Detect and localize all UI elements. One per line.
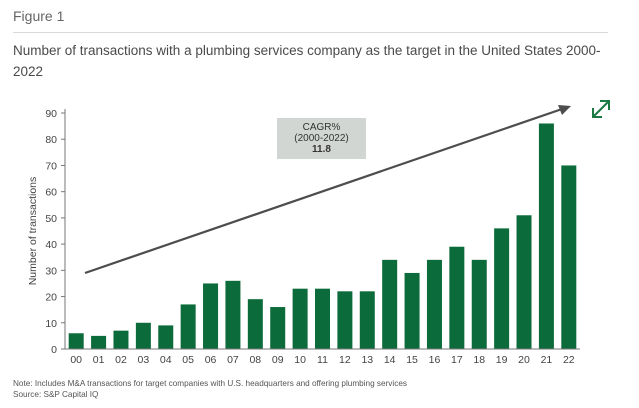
expand-arrows-icon[interactable] <box>589 97 613 121</box>
bar <box>538 123 554 349</box>
x-tick-label: 19 <box>496 354 508 366</box>
trend-line <box>84 106 566 275</box>
x-tick-label: 12 <box>339 354 351 366</box>
trend-arrow <box>84 105 571 275</box>
x-tick-label: 09 <box>272 354 284 366</box>
y-tick-label: 70 <box>45 160 57 172</box>
bar <box>225 280 241 349</box>
y-tick-label: 80 <box>45 134 57 146</box>
x-tick-label: 10 <box>294 354 306 366</box>
source-text: Source: S&P Capital IQ <box>13 389 99 399</box>
bar <box>113 330 129 349</box>
y-axis-label: Number of transactions <box>27 177 39 286</box>
x-tick-label: 04 <box>160 354 172 366</box>
bar <box>449 246 465 349</box>
bar <box>135 322 151 349</box>
divider <box>13 32 608 33</box>
cagr-title: CAGR% <box>302 122 341 133</box>
bar <box>203 283 219 349</box>
bar <box>337 291 353 349</box>
bar <box>270 307 286 349</box>
x-tick-label: 05 <box>182 354 194 366</box>
x-tick-label: 08 <box>249 354 261 366</box>
bar <box>494 228 510 349</box>
y-tick-label: 60 <box>45 187 57 199</box>
bar <box>158 325 174 349</box>
x-tick-label: 15 <box>406 354 418 366</box>
x-tick-label: 14 <box>384 354 396 366</box>
note-text: Note: Includes M&A transactions for targ… <box>13 379 407 388</box>
x-tick-label: 22 <box>563 354 575 366</box>
bar <box>292 288 308 349</box>
bar <box>471 259 487 349</box>
x-tick-label: 06 <box>205 354 217 366</box>
cagr-period: (2000-2022) <box>294 133 349 144</box>
x-tick-label: 20 <box>518 354 530 366</box>
bar <box>315 288 330 349</box>
x-tick-label: 18 <box>473 354 485 366</box>
bar <box>561 165 577 349</box>
x-tick-label: 07 <box>227 354 239 366</box>
x-tick-label: 16 <box>429 354 441 366</box>
x-tick-label: 13 <box>361 354 373 366</box>
trend-arrowhead <box>558 105 571 115</box>
x-tick-label: 01 <box>93 354 105 366</box>
y-tick-label: 20 <box>45 292 57 304</box>
y-tick-label: 40 <box>45 239 57 251</box>
bar <box>180 304 196 349</box>
x-axis: 00 01 02 03 04 05 06 07 08 09 10 11 12 13 14 15 16 17 18 19… <box>65 348 580 366</box>
x-tick-label: 03 <box>138 354 150 366</box>
x-tick-label: 11 <box>317 354 328 366</box>
bar <box>426 259 442 349</box>
bar <box>404 272 420 349</box>
bar <box>359 291 375 349</box>
footnotes: Note: Includes M&A transactions for targ… <box>13 379 407 400</box>
chart-title: Number of transactions with a plumbing s… <box>13 43 601 79</box>
cagr-annotation: CAGR% (2000-2022) 11.8 <box>277 118 366 159</box>
x-tick-label: 21 <box>541 354 553 366</box>
y-tick-label: 50 <box>45 213 57 225</box>
bar <box>91 335 107 349</box>
bar <box>68 333 84 349</box>
y-tick-label: 90 <box>45 108 57 120</box>
y-tick-label: 30 <box>45 265 57 277</box>
x-tick-label: 02 <box>115 354 127 366</box>
bars <box>68 123 577 349</box>
x-tick-label: 00 <box>70 354 82 366</box>
bar <box>247 299 263 349</box>
y-axis: 0 10 20 30 40 50 60 70 80 90 <box>45 108 66 356</box>
figure-label: Figure 1 <box>13 8 65 24</box>
y-tick-label: 10 <box>45 318 57 330</box>
y-tick-label: 0 <box>51 344 57 356</box>
bar <box>382 259 398 349</box>
x-tick-label: 17 <box>451 354 463 366</box>
cagr-value: 11.8 <box>312 144 331 155</box>
bar <box>516 215 532 349</box>
